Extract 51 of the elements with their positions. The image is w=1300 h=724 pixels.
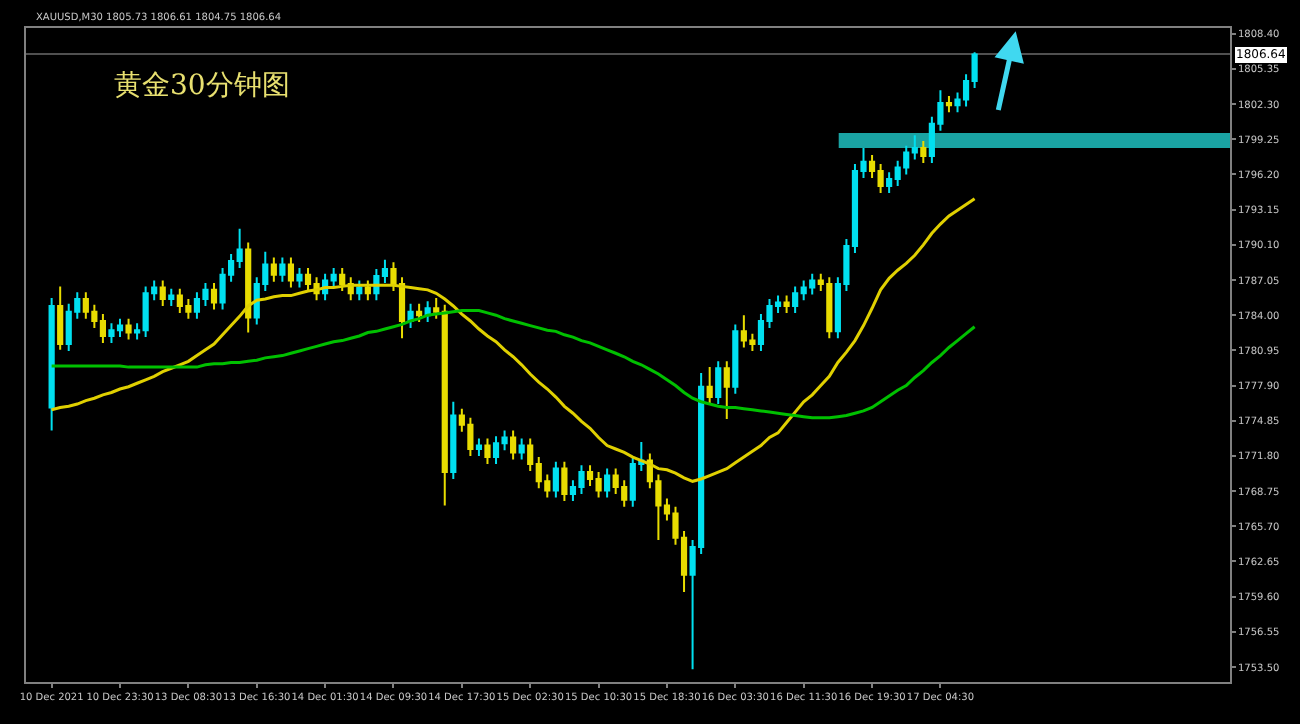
candlestick: [364, 279, 371, 302]
candlestick: [510, 429, 517, 461]
candlestick: [407, 302, 414, 329]
candlestick: [723, 360, 730, 421]
candlestick: [356, 279, 363, 302]
candlestick: [339, 266, 346, 292]
line-series: [50, 309, 977, 420]
candlestick: [809, 272, 816, 296]
candlestick: [210, 281, 218, 311]
candlestick: [945, 95, 953, 114]
candlestick: [270, 256, 277, 283]
text: 黄金30分钟图: [114, 70, 290, 102]
candlestick: [313, 276, 320, 302]
candlestick: [287, 256, 295, 289]
candlestick: [245, 241, 252, 334]
candlestick: [304, 266, 312, 292]
candlestick: [48, 296, 55, 432]
candlestick: [792, 285, 799, 314]
candlestick: [706, 366, 713, 406]
candlestick: [108, 322, 115, 344]
candlestick: [826, 276, 833, 340]
candlestick: [561, 460, 568, 502]
candlestick: [116, 317, 124, 339]
candlestick: [732, 323, 739, 395]
candlestick: [142, 285, 149, 339]
candlestick: [57, 285, 64, 351]
candlestick: [279, 256, 286, 283]
candlestick: [715, 360, 722, 406]
candlestick: [168, 287, 175, 307]
candlestick: [920, 140, 927, 164]
candlestick: [82, 291, 89, 320]
candlestick: [492, 435, 500, 465]
candlestick: [296, 266, 303, 289]
candlestick: [552, 460, 559, 499]
candlestick: [783, 294, 790, 314]
candlestick: [877, 163, 884, 194]
candlestick: [450, 400, 457, 480]
candlestick: [578, 464, 585, 495]
candlestick: [416, 302, 423, 324]
candlestick: [125, 317, 132, 341]
candlestick: [484, 437, 491, 465]
candlestick: [424, 300, 431, 324]
candlestick: [604, 467, 611, 499]
candlestick: [99, 313, 106, 344]
candlestick: [159, 279, 166, 307]
candlestick: [467, 416, 474, 457]
candlestick: [475, 437, 483, 457]
candlestick: [595, 471, 602, 499]
candlestick: [176, 287, 183, 314]
candlestick: [193, 291, 201, 320]
candlestick: [518, 437, 525, 461]
